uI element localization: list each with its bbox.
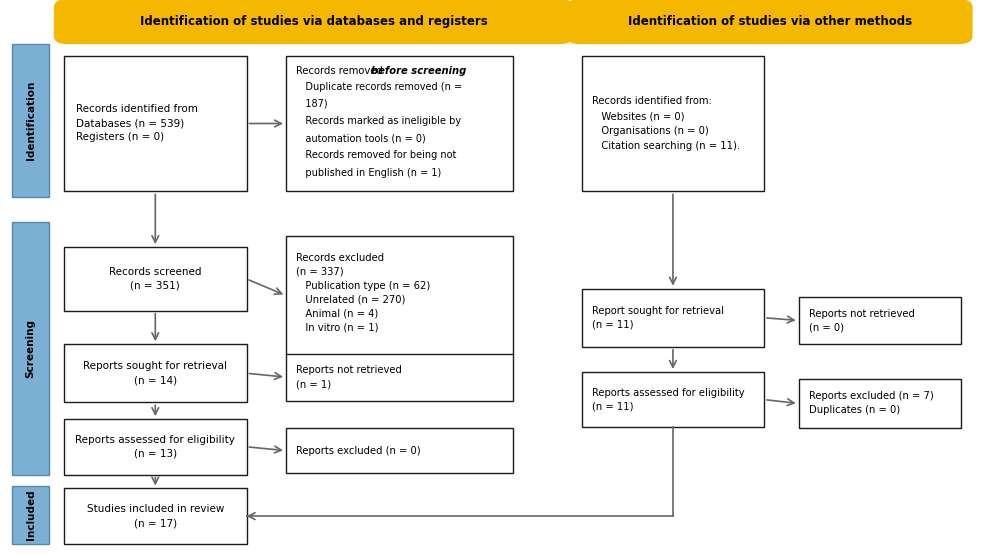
Text: Studies included in review
(n = 17): Studies included in review (n = 17) (87, 504, 224, 528)
FancyBboxPatch shape (799, 297, 961, 344)
Text: Records screened
(n = 351): Records screened (n = 351) (109, 267, 201, 291)
FancyBboxPatch shape (64, 56, 246, 191)
Text: Reports assessed for eligibility
(n = 13): Reports assessed for eligibility (n = 13… (75, 435, 236, 459)
Text: Records excluded
(n = 337)
   Publication type (n = 62)
   Unrelated (n = 270)
 : Records excluded (n = 337) Publication t… (296, 253, 430, 332)
Text: before screening: before screening (371, 66, 466, 76)
FancyBboxPatch shape (286, 428, 513, 473)
FancyBboxPatch shape (64, 419, 246, 475)
Text: :: : (438, 66, 441, 76)
Text: Reports excluded (n = 0): Reports excluded (n = 0) (296, 446, 420, 456)
FancyBboxPatch shape (64, 247, 246, 311)
FancyBboxPatch shape (286, 56, 513, 191)
Text: Reports not retrieved
(n = 0): Reports not retrieved (n = 0) (809, 309, 914, 332)
Text: Duplicate records removed (n =: Duplicate records removed (n = (296, 82, 461, 92)
FancyBboxPatch shape (582, 56, 764, 191)
Text: Identification of studies via other methods: Identification of studies via other meth… (627, 15, 912, 28)
FancyBboxPatch shape (12, 222, 49, 475)
Text: Records marked as ineligible by: Records marked as ineligible by (296, 116, 460, 126)
FancyBboxPatch shape (568, 1, 971, 43)
FancyBboxPatch shape (55, 1, 572, 43)
Text: Report sought for retrieval
(n = 11): Report sought for retrieval (n = 11) (592, 306, 724, 330)
FancyBboxPatch shape (286, 354, 513, 401)
FancyBboxPatch shape (799, 379, 961, 428)
Text: automation tools (n = 0): automation tools (n = 0) (296, 133, 426, 143)
FancyBboxPatch shape (12, 44, 49, 197)
Text: Identification: Identification (26, 81, 35, 160)
FancyBboxPatch shape (286, 236, 513, 355)
Text: Reports assessed for eligibility
(n = 11): Reports assessed for eligibility (n = 11… (592, 387, 744, 412)
Text: Reports not retrieved
(n = 1): Reports not retrieved (n = 1) (296, 365, 401, 389)
Text: Reports excluded (n = 7)
Duplicates (n = 0): Reports excluded (n = 7) Duplicates (n =… (809, 391, 934, 416)
FancyBboxPatch shape (582, 372, 764, 427)
Text: published in English (n = 1): published in English (n = 1) (296, 168, 441, 178)
Text: Records removed for being not: Records removed for being not (296, 150, 457, 160)
Text: 187): 187) (296, 99, 327, 109)
FancyBboxPatch shape (64, 488, 246, 544)
FancyBboxPatch shape (582, 289, 764, 347)
FancyBboxPatch shape (64, 344, 246, 402)
FancyBboxPatch shape (12, 486, 49, 544)
Text: Included: Included (26, 490, 35, 540)
Text: Records identified from
Databases (n = 539)
Registers (n = 0): Records identified from Databases (n = 5… (76, 104, 198, 143)
Text: Records identified from:
   Websites (n = 0)
   Organisations (n = 0)
   Citatio: Records identified from: Websites (n = 0… (592, 96, 740, 151)
Text: Reports sought for retrieval
(n = 14): Reports sought for retrieval (n = 14) (83, 361, 228, 385)
Text: Identification of studies via databases and registers: Identification of studies via databases … (140, 15, 487, 28)
Text: Records removed: Records removed (296, 66, 386, 76)
Text: Screening: Screening (26, 319, 35, 378)
